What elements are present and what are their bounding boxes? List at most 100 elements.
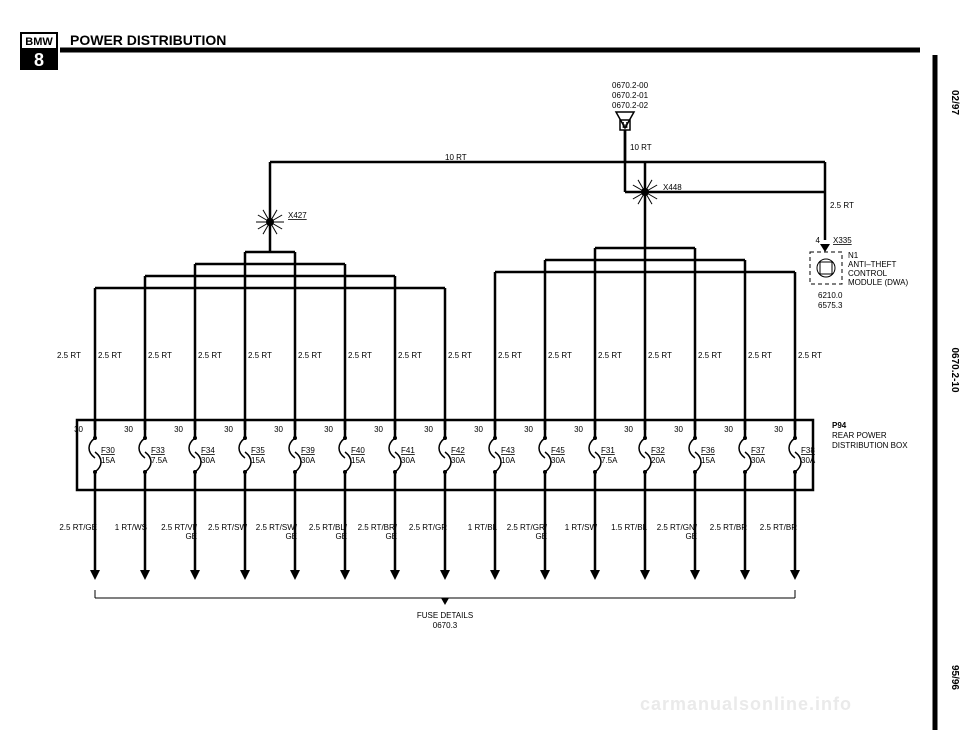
svg-text:2.5 RT/BR: 2.5 RT/BR: [710, 523, 747, 532]
svg-text:1 RT/WS: 1 RT/WS: [115, 523, 147, 532]
output-wires: 2.5 RT/GE1 RT/WS2.5 RT/VI/GE2.5 RT/SW2.5…: [59, 490, 800, 580]
svg-text:F38: F38: [801, 446, 815, 455]
fuse-drops: 2.5 RT 2.5 RT 2.5 RT 2.5 RT 2.5 RT 2.5 RT 2.5 …: [57, 351, 822, 360]
svg-text:2.5 RT: 2.5 RT: [598, 351, 622, 360]
svg-text:1 RT/BL: 1 RT/BL: [468, 523, 498, 532]
svg-text:10A: 10A: [501, 456, 516, 465]
svg-text:X335: X335: [833, 236, 852, 245]
svg-text:F30: F30: [101, 446, 115, 455]
svg-text:2.5 RT: 2.5 RT: [148, 351, 172, 360]
svg-text:2.5 RT: 2.5 RT: [98, 351, 122, 360]
svg-text:0670.2-01: 0670.2-01: [612, 91, 649, 100]
svg-text:4: 4: [816, 236, 821, 245]
svg-text:2.5 RT: 2.5 RT: [830, 201, 854, 210]
svg-text:2.5 RT/BL/: 2.5 RT/BL/: [309, 523, 348, 532]
svg-text:30A: 30A: [751, 456, 766, 465]
svg-text:GE: GE: [285, 532, 297, 541]
svg-text:GE: GE: [685, 532, 697, 541]
svg-text:F36: F36: [701, 446, 715, 455]
svg-text:ANTI–THEFT: ANTI–THEFT: [848, 260, 897, 269]
svg-text:30A: 30A: [551, 456, 566, 465]
watermark: carmanualsonline.info: [640, 694, 852, 714]
svg-text:GE: GE: [535, 532, 547, 541]
svg-text:7.5A: 7.5A: [151, 456, 168, 465]
side-top: 02/97: [949, 90, 960, 115]
svg-text:15A: 15A: [251, 456, 266, 465]
svg-text:BMW: BMW: [25, 36, 53, 48]
svg-text:2.5 RT/GR: 2.5 RT/GR: [409, 523, 447, 532]
svg-text:6210.0: 6210.0: [818, 291, 843, 300]
svg-text:F41: F41: [401, 446, 415, 455]
svg-text:2.5 RT/BR: 2.5 RT/BR: [760, 523, 797, 532]
svg-text:CONTROL: CONTROL: [848, 269, 888, 278]
conn-left-label: X427: [288, 211, 307, 220]
svg-text:2.5 RT: 2.5 RT: [648, 351, 672, 360]
svg-text:N1: N1: [848, 251, 859, 260]
svg-text:2.5 RT/GR/: 2.5 RT/GR/: [507, 523, 548, 532]
svg-text:30: 30: [674, 425, 683, 434]
svg-text:F32: F32: [651, 446, 665, 455]
svg-text:F37: F37: [751, 446, 765, 455]
anti-theft-branch: 2.5 RT 4 X335 N1 ANTI–THEFT CONTROL MODU…: [625, 192, 908, 310]
svg-text:0670.3: 0670.3: [433, 621, 458, 630]
fuse-symbols: 30F3015A30F337.5A30F3430A30F3515A30F3930…: [74, 420, 816, 490]
svg-text:2.5 RT/SW/: 2.5 RT/SW/: [256, 523, 298, 532]
svg-text:2.5 RT: 2.5 RT: [798, 351, 822, 360]
svg-text:2.5 RT: 2.5 RT: [398, 351, 422, 360]
svg-text:30: 30: [574, 425, 583, 434]
svg-text:FUSE DETAILS: FUSE DETAILS: [417, 611, 473, 620]
svg-text:30: 30: [774, 425, 783, 434]
svg-text:6575.3: 6575.3: [818, 301, 843, 310]
svg-text:2.5 RT: 2.5 RT: [698, 351, 722, 360]
svg-text:F34: F34: [201, 446, 215, 455]
svg-text:30: 30: [174, 425, 183, 434]
svg-text:15A: 15A: [351, 456, 366, 465]
svg-text:REAR POWER: REAR POWER: [832, 431, 887, 440]
top-refs: 0670.2-00 0670.2-01 0670.2-02: [612, 81, 649, 110]
svg-text:0670.2-02: 0670.2-02: [612, 101, 649, 110]
svg-text:8: 8: [34, 50, 44, 70]
svg-text:30: 30: [474, 425, 483, 434]
down-arrow-node: H: [616, 112, 634, 130]
svg-text:30: 30: [724, 425, 733, 434]
svg-text:GE: GE: [335, 532, 347, 541]
svg-text:P94: P94: [832, 421, 847, 430]
svg-text:MODULE (DWA): MODULE (DWA): [848, 278, 908, 287]
svg-text:2.5 RT: 2.5 RT: [298, 351, 322, 360]
svg-text:F40: F40: [351, 446, 365, 455]
fusebox-label: P94 REAR POWER DISTRIBUTION BOX: [832, 421, 908, 450]
svg-text:F35: F35: [251, 446, 265, 455]
svg-text:30: 30: [274, 425, 283, 434]
bus-label: 10 RT: [445, 153, 467, 162]
svg-text:30: 30: [224, 425, 233, 434]
svg-text:30: 30: [624, 425, 633, 434]
svg-text:2.5 RT/VI/: 2.5 RT/VI/: [161, 523, 198, 532]
svg-text:F45: F45: [551, 446, 565, 455]
svg-text:F33: F33: [151, 446, 165, 455]
footer-bracket: FUSE DETAILS 0670.3: [95, 590, 795, 630]
svg-text:2.5 RT: 2.5 RT: [498, 351, 522, 360]
svg-text:30A: 30A: [451, 456, 466, 465]
svg-text:2.5 RT/GN/: 2.5 RT/GN/: [657, 523, 698, 532]
svg-text:GE: GE: [385, 532, 397, 541]
svg-text:30: 30: [324, 425, 333, 434]
page-title: POWER DISTRIBUTION: [70, 32, 226, 48]
svg-text:30: 30: [374, 425, 383, 434]
svg-text:F39: F39: [301, 446, 315, 455]
svg-text:2.5 RT: 2.5 RT: [748, 351, 772, 360]
svg-text:1.5 RT/BL: 1.5 RT/BL: [611, 523, 647, 532]
svg-text:F31: F31: [601, 446, 615, 455]
side-mid: 0670.2-10: [949, 347, 960, 392]
splice-left: [256, 208, 284, 236]
svg-text:15A: 15A: [101, 456, 116, 465]
svg-text:F42: F42: [451, 446, 465, 455]
power-bus: [95, 130, 825, 430]
side-bot: 95/96: [949, 665, 960, 690]
svg-text:2.5 RT: 2.5 RT: [57, 351, 81, 360]
svg-text:2.5 RT/SW: 2.5 RT/SW: [208, 523, 247, 532]
svg-text:1 RT/SW: 1 RT/SW: [565, 523, 598, 532]
svg-text:30: 30: [124, 425, 133, 434]
svg-text:2.5 RT: 2.5 RT: [198, 351, 222, 360]
svg-text:2.5 RT: 2.5 RT: [448, 351, 472, 360]
svg-text:H: H: [622, 121, 628, 130]
